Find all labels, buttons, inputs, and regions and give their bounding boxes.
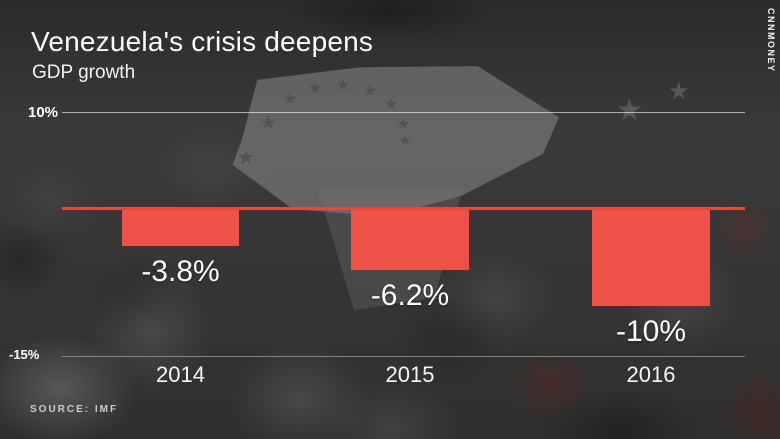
flag-star-icon: ★: [396, 116, 411, 133]
bar-group-2014: -3.8%: [122, 210, 239, 289]
bar-value-label: -10%: [615, 315, 687, 348]
bar-group-2015: -6.2%: [351, 210, 469, 313]
bar-2016: [592, 210, 710, 306]
x-axis: 2014 2015 2016: [0, 362, 780, 388]
cnnmoney-watermark: CNNMONEY: [766, 8, 776, 73]
gridline-minus15pct: [62, 356, 745, 357]
flag-star-icon: ★: [616, 94, 643, 127]
zero-baseline: [62, 207, 745, 210]
chart-subtitle: GDP growth: [32, 62, 136, 83]
gridline-10pct: [62, 112, 745, 113]
flag-star-icon: ★: [668, 78, 690, 105]
page-title: Venezuela's crisis deepens: [31, 26, 374, 57]
source-credit: SOURCE: IMF: [30, 404, 119, 415]
flag-star-icon: ★: [399, 132, 412, 148]
flag-star-icon: ★: [308, 80, 323, 97]
bar-2014: [122, 210, 239, 246]
flag-star-icon: ★: [260, 113, 278, 134]
y-axis-tick-minus15pct: -15%: [9, 347, 40, 362]
bar-2015: [351, 210, 469, 270]
flag-star-icon: ★: [237, 147, 255, 169]
y-axis-tick-10pct: 10%: [28, 104, 59, 121]
bar-value-label: -3.8%: [141, 255, 220, 288]
bar-value-label: -6.2%: [370, 279, 450, 312]
x-axis-label-2016: 2016: [626, 362, 676, 387]
x-axis-label-2015: 2015: [385, 362, 435, 387]
flag-star-icon: ★: [363, 83, 378, 100]
flag-star-icon: ★: [283, 91, 298, 108]
flag-star-icon: ★: [336, 77, 351, 94]
flag-star-icon: ★: [384, 96, 399, 113]
x-axis-label-2014: 2014: [156, 362, 205, 387]
bar-group-2016: -10%: [592, 210, 710, 349]
